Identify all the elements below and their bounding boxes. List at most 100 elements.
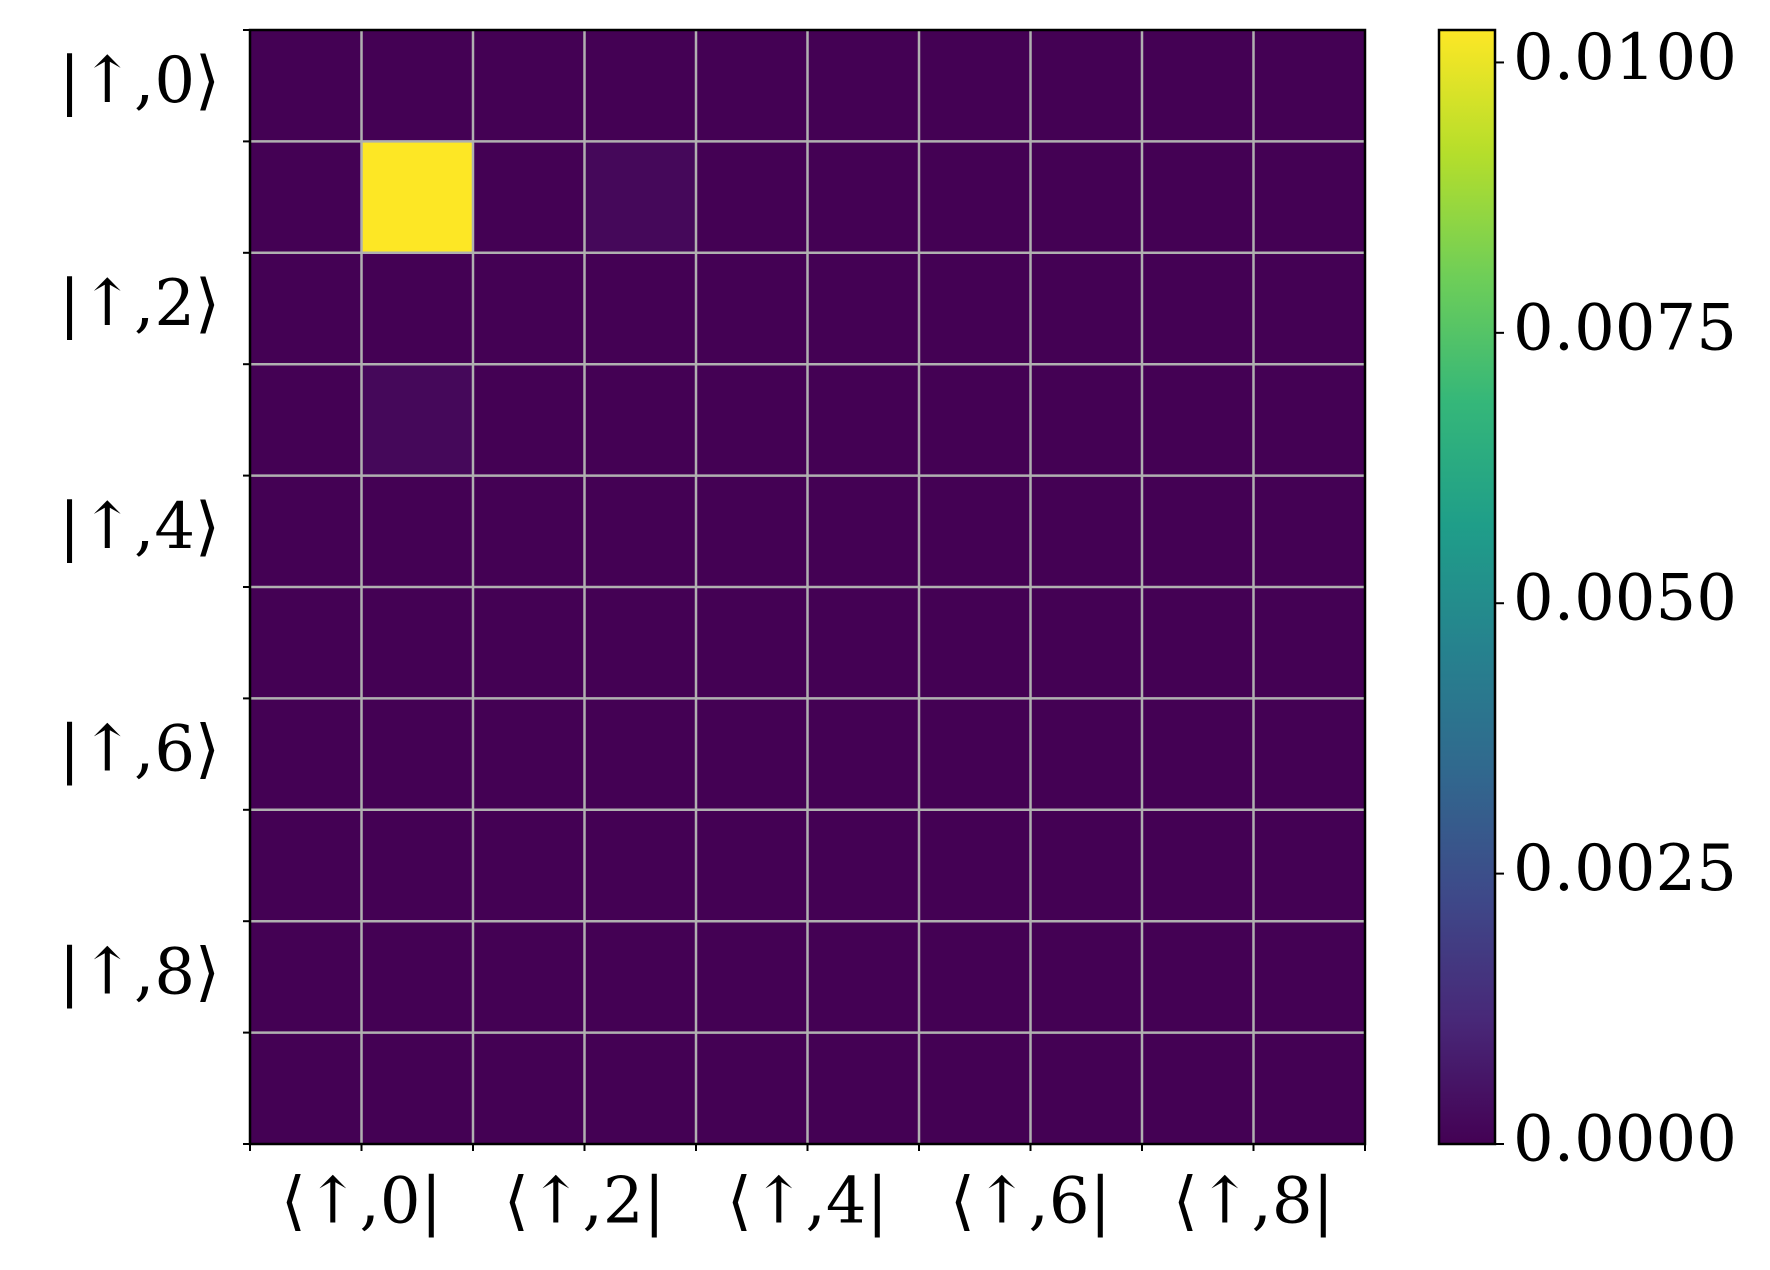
heatmap-cell	[361, 698, 474, 811]
heatmap-cell	[1142, 921, 1254, 1034]
heatmap-cell	[584, 1032, 697, 1145]
heatmap-cell	[807, 364, 920, 477]
heatmap-cell	[361, 475, 474, 588]
heatmap-cell	[807, 252, 920, 365]
heatmap-cell	[807, 921, 920, 1034]
y-tick-label: |↑,4⟩	[59, 490, 220, 564]
heatmap-cell	[1253, 921, 1366, 1034]
heatmap-cell	[1142, 475, 1254, 588]
heatmap-cell	[1253, 30, 1366, 142]
heatmap-cell	[696, 475, 808, 588]
heatmap-cell	[473, 475, 585, 588]
heatmap-cell	[1253, 252, 1366, 365]
heatmap-cell	[361, 809, 474, 922]
heatmap-cell	[473, 364, 585, 477]
heatmap-cell	[361, 364, 474, 477]
heatmap-cell	[696, 921, 808, 1034]
y-tick-label: |↑,2⟩	[59, 267, 220, 341]
heatmap-cell	[1142, 141, 1254, 254]
heatmap-cell	[473, 698, 585, 811]
heatmap-cell	[1253, 587, 1366, 699]
heatmap-cell	[807, 30, 920, 142]
colorbar-tick-label: 0.0025	[1513, 832, 1737, 906]
x-tick-label: ⟨↑,8|	[1173, 1165, 1334, 1239]
heatmap-cell	[1142, 587, 1254, 699]
heatmap-cell	[807, 1032, 920, 1145]
heatmap-cell	[1253, 475, 1366, 588]
heatmap-cell	[919, 475, 1031, 588]
x-tick-label: ⟨↑,0|	[281, 1165, 442, 1239]
heatmap-cell	[473, 587, 585, 699]
heatmap-cell	[361, 30, 474, 142]
heatmap-cell	[250, 809, 362, 922]
heatmap-cell	[584, 475, 697, 588]
heatmap-cell	[1030, 252, 1143, 365]
heatmap-cell	[584, 141, 697, 254]
heatmap-cell	[361, 587, 474, 699]
heatmap-cell	[473, 141, 585, 254]
heatmap-cell	[1030, 698, 1143, 811]
heatmap-cell	[250, 252, 362, 365]
y-tick-label: |↑,0⟩	[59, 44, 220, 118]
heatmap-cell	[1253, 1032, 1366, 1145]
heatmap-cell	[584, 809, 697, 922]
heatmap-cell	[1030, 364, 1143, 477]
heatmap-cell	[919, 141, 1031, 254]
heatmap-cell	[250, 698, 362, 811]
colorbar	[1437, 28, 1497, 1146]
y-tick-label: |↑,6⟩	[59, 713, 220, 787]
colorbar-tick-label: 0.0050	[1513, 562, 1737, 636]
heatmap-cell	[919, 587, 1031, 699]
colorbar-tick-label: 0.0000	[1513, 1103, 1737, 1177]
heatmap-cell	[1253, 364, 1366, 477]
heatmap-cell	[696, 364, 808, 477]
x-tick-label: ⟨↑,6|	[950, 1165, 1111, 1239]
heatmap-cell	[1253, 141, 1366, 254]
colorbar-tick-label: 0.0075	[1513, 291, 1737, 365]
heatmap-cell	[919, 364, 1031, 477]
heatmap-cell	[250, 475, 362, 588]
heatmap-cell	[361, 252, 474, 365]
heatmap-cell	[1030, 475, 1143, 588]
heatmap-cell	[696, 30, 808, 142]
heatmap-cell	[919, 1032, 1031, 1145]
heatmap-cell	[1142, 252, 1254, 365]
heatmap-cell	[250, 921, 362, 1034]
heatmap-cell	[1253, 698, 1366, 811]
heatmap-cell	[696, 1032, 808, 1145]
heatmap-cell	[696, 252, 808, 365]
heatmap-cell	[1142, 30, 1254, 142]
heatmap-cell	[696, 809, 808, 922]
heatmap-cell	[919, 30, 1031, 142]
heatmap-cell	[361, 1032, 474, 1145]
heatmap-cell	[250, 141, 362, 254]
heatmap-cell	[1142, 809, 1254, 922]
heatmap-cell	[919, 921, 1031, 1034]
heatmap-cell	[584, 921, 697, 1034]
heatmap-cell	[919, 698, 1031, 811]
heatmap-cell	[807, 698, 920, 811]
heatmap-cell	[696, 587, 808, 699]
heatmap-cell	[1030, 809, 1143, 922]
heatmap-cell	[584, 364, 697, 477]
heatmap-cell	[1030, 921, 1143, 1034]
heatmap-cell	[807, 809, 920, 922]
heatmap-cell	[250, 364, 362, 477]
heatmap-cell	[919, 809, 1031, 922]
heatmap-cell	[473, 252, 585, 365]
heatmap-cell	[473, 1032, 585, 1145]
heatmap-cell	[696, 141, 808, 254]
heatmap-cell	[584, 252, 697, 365]
heatmap-cell	[1142, 698, 1254, 811]
heatmap-cell	[473, 921, 585, 1034]
heatmap-cell	[361, 141, 474, 254]
heatmap-cell	[1253, 809, 1366, 922]
heatmap-cell	[250, 30, 362, 142]
heatmap-cell	[807, 587, 920, 699]
heatmap-cell	[584, 698, 697, 811]
y-tick-label: |↑,8⟩	[59, 935, 220, 1009]
heatmap-cell	[919, 252, 1031, 365]
heatmap-cell	[807, 475, 920, 588]
